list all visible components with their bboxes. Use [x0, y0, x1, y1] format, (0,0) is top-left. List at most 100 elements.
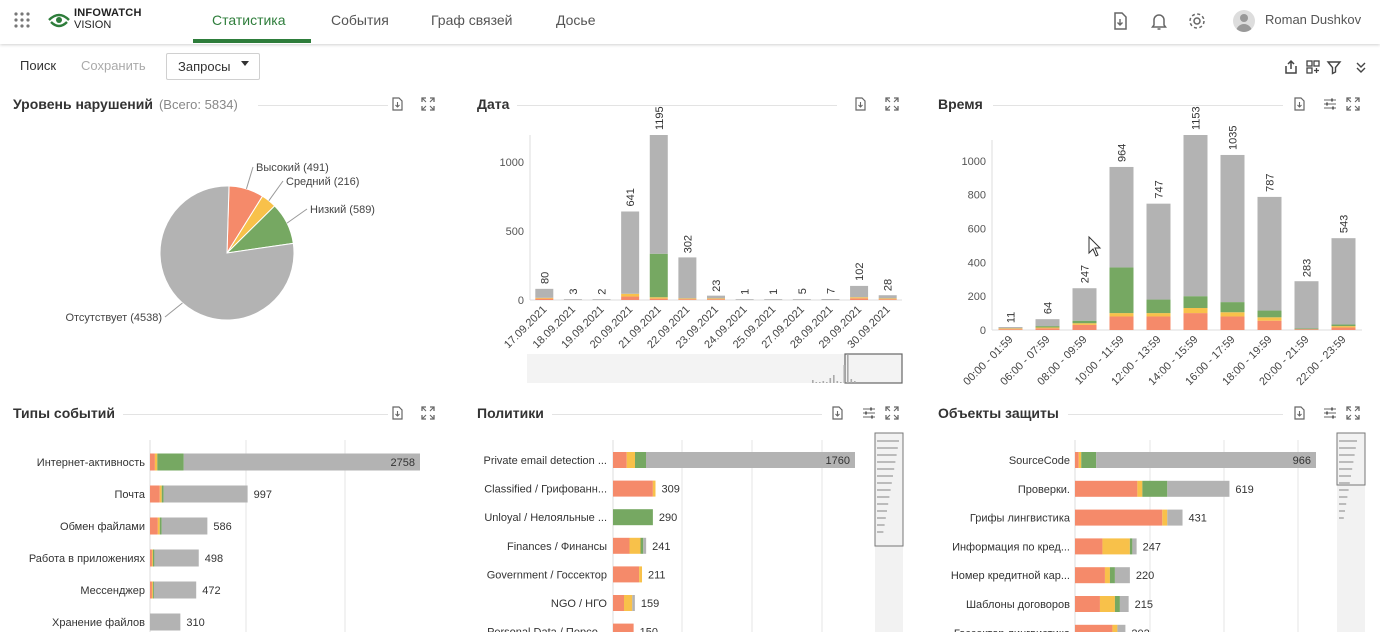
bar-segment	[613, 509, 653, 526]
navigator-mini-bar	[829, 378, 832, 383]
bar-value-label: 159	[641, 598, 659, 610]
filter-icon[interactable]	[1326, 59, 1342, 75]
minimap-window[interactable]	[1336, 432, 1366, 486]
category-label: Грифы лингвистика	[970, 513, 1071, 525]
minimap-tick	[877, 454, 897, 456]
bar-segment	[1114, 596, 1120, 612]
export-file-icon[interactable]	[390, 97, 404, 111]
fullscreen-icon[interactable]	[1346, 97, 1360, 111]
fullscreen-icon[interactable]	[1346, 406, 1360, 420]
bar-segment	[1257, 320, 1282, 330]
avatar	[1233, 10, 1255, 32]
category-label: Personal Data / Персо...	[487, 627, 607, 632]
bar-segment	[1078, 452, 1082, 468]
pie-slice-label: Отсутствует (4538)	[65, 312, 162, 324]
minimap-tick	[877, 496, 890, 498]
bar-value-label: 5	[797, 288, 809, 294]
requests-dropdown[interactable]: Запросы	[166, 53, 260, 80]
x-tick-label: 17.09.2021	[502, 304, 549, 351]
fullscreen-icon[interactable]	[885, 406, 899, 420]
bar-segment	[878, 299, 897, 300]
date-panel-title: Дата	[477, 96, 510, 112]
bar-segment	[1072, 323, 1097, 325]
settings-sliders-icon[interactable]	[1323, 406, 1337, 420]
bar-segment	[1075, 567, 1105, 584]
policies-scroll-minimap[interactable]	[874, 432, 904, 632]
export-file-icon[interactable]	[830, 406, 844, 420]
x-tick-label: 06:00 - 07:59	[998, 334, 1052, 388]
bar-segment	[646, 452, 855, 468]
bar-value-label: 102	[854, 263, 866, 281]
minimap-window[interactable]	[874, 432, 904, 547]
bar-value-label: 80	[539, 272, 551, 284]
apps-grid-icon[interactable]	[13, 11, 31, 29]
minimap-tick	[1339, 503, 1347, 505]
bar-value-label: 966	[1293, 455, 1311, 467]
bar-value-label: 23	[711, 280, 723, 292]
bar-segment	[626, 452, 635, 468]
export-file-icon[interactable]	[1109, 10, 1131, 32]
collapse-double-chevron-icon[interactable]	[1353, 59, 1369, 75]
bar-segment	[1183, 313, 1208, 330]
objects-scroll-minimap[interactable]	[1336, 432, 1366, 632]
bar-segment	[1035, 319, 1060, 327]
export-file-icon[interactable]	[853, 97, 867, 111]
objects-panel-title: Объекты защиты	[938, 405, 1059, 421]
x-tick-label: 25.09.2021	[731, 304, 778, 351]
tab-relations-graph[interactable]: Граф связей	[431, 12, 513, 28]
severity-title: Уровень нарушений	[13, 96, 153, 112]
x-tick-label: 14:00 - 15:59	[1146, 334, 1200, 388]
navigator-mini-bar	[833, 375, 835, 383]
fullscreen-icon[interactable]	[421, 406, 435, 420]
minimap-tick	[1339, 489, 1349, 491]
search-button[interactable]: Поиск	[20, 58, 57, 73]
bar-segment	[1146, 313, 1171, 317]
bell-icon[interactable]	[1148, 10, 1170, 32]
fullscreen-icon[interactable]	[421, 97, 435, 111]
minimap-tick	[1339, 447, 1356, 449]
navigator-track	[527, 354, 902, 383]
widgets-icon[interactable]	[1305, 59, 1321, 75]
bar-segment	[1137, 480, 1143, 497]
category-label: Информация по кред...	[952, 541, 1070, 553]
bar-segment	[1294, 281, 1319, 329]
fullscreen-icon[interactable]	[885, 97, 899, 111]
x-tick-label: 00:00 - 01:59	[961, 334, 1015, 388]
divider	[1068, 414, 1283, 415]
minimap-tick	[877, 489, 891, 491]
bar-segment	[1114, 567, 1130, 584]
save-button[interactable]: Сохранить	[81, 58, 146, 73]
navigator-window[interactable]	[844, 353, 903, 384]
time-panel-title: Время	[938, 96, 983, 112]
bar-value-label: 11	[1006, 312, 1018, 323]
severity-pie-chart: Высокий (491) Средний (216) Низкий (589) От…	[65, 162, 375, 324]
settings-sliders-icon[interactable]	[862, 406, 876, 420]
minimap-track	[1337, 433, 1365, 632]
query-toolbar: Поиск Сохранить Запросы	[0, 52, 1380, 82]
bar-segment	[621, 211, 640, 294]
time-bar-chart: 0 200 400 600 800 1000 11 00:00 - 01:59 64 06:00 …	[961, 106, 1362, 388]
pie-slice-label: Средний (216)	[286, 176, 359, 188]
tab-events[interactable]: События	[331, 12, 389, 28]
date-range-navigator[interactable]	[527, 353, 903, 384]
bar-segment	[1257, 310, 1282, 318]
bar-segment	[621, 296, 640, 300]
gear-icon[interactable]	[1186, 10, 1208, 32]
bar-segment	[1109, 567, 1115, 584]
tab-dossier[interactable]: Досье	[556, 12, 596, 28]
bar-segment	[535, 298, 554, 300]
bar-segment	[613, 480, 653, 497]
bar-segment	[1075, 509, 1163, 526]
export-file-icon[interactable]	[390, 406, 404, 420]
settings-sliders-icon[interactable]	[1323, 97, 1337, 111]
bar-segment	[821, 299, 840, 300]
bar-segment	[639, 566, 643, 583]
bar-segment	[1220, 154, 1245, 303]
bar-value-label: 543	[1339, 215, 1351, 233]
bar-segment	[1081, 452, 1097, 468]
export-file-icon[interactable]	[1292, 406, 1306, 420]
bar-value-label: 247	[1080, 265, 1092, 283]
export-file-icon[interactable]	[1292, 97, 1306, 111]
tab-statistics[interactable]: Статистика	[212, 12, 286, 28]
share-export-icon[interactable]	[1283, 59, 1299, 75]
